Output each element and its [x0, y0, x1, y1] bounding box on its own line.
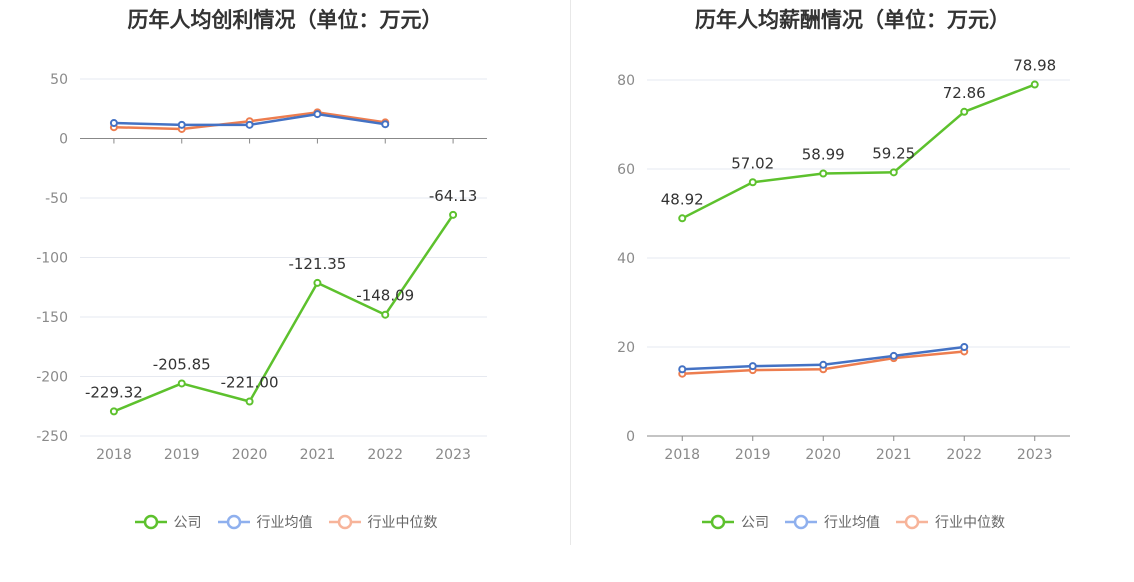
x-tick-label: 2019 — [164, 447, 200, 463]
chart-title: 历年人均创利情况（单位：万元） — [127, 8, 443, 32]
legend-line-circle-icon — [217, 514, 250, 530]
data-label: -64.13 — [429, 187, 477, 205]
y-tick-label: -50 — [45, 191, 68, 207]
y-tick-label: 50 — [50, 72, 68, 88]
panel-divider — [570, 0, 571, 545]
chart-title: 历年人均薪酬情况（单位：万元） — [695, 8, 1010, 32]
y-tick-label: -100 — [36, 251, 68, 267]
y-tick-label: 20 — [617, 340, 635, 356]
data-point-industry_avg — [313, 110, 322, 119]
data-label: 72.86 — [943, 84, 986, 102]
x-tick-label: 2023 — [1017, 447, 1053, 463]
legend-line-circle-icon — [896, 514, 928, 530]
data-point-industry_avg — [889, 351, 898, 360]
data-label: -205.85 — [153, 355, 211, 373]
legend-item-company[interactable]: 公司 — [133, 512, 202, 532]
data-point-company — [960, 107, 969, 116]
y-tick-label: 0 — [626, 429, 635, 445]
x-tick-label: 2019 — [735, 447, 771, 463]
salary-chart: 80 60 40 20 0 2018 2019 2020 2021 2022 2023 48.92 57… — [617, 57, 1070, 463]
legend-item-industry-avg[interactable]: 行业均值 — [783, 512, 880, 532]
y-tick-label: -250 — [36, 429, 68, 445]
series-line-company — [681, 83, 1036, 220]
data-point-company — [889, 168, 898, 177]
salary-chart-panel: 历年人均薪酬情况（单位：万元） 80 60 40 20 0 2018 2019 2020 202… — [571, 0, 1134, 582]
profit-chart-panel: 历年人均创利情况（单位：万元） 50 0 -50 -100 -150 -200 -250 20… — [0, 8, 570, 534]
legend-line-circle-icon — [328, 514, 361, 530]
y-tick-label: 40 — [617, 251, 635, 267]
data-point-company — [109, 407, 118, 416]
legend-line-circle-icon — [702, 514, 734, 530]
data-point-industry_avg — [748, 362, 757, 371]
legend-item-industry-avg[interactable]: 行业均值 — [216, 512, 313, 532]
x-tick-label: 2022 — [946, 447, 982, 463]
legend-item-company[interactable]: 公司 — [700, 512, 769, 532]
legend-label: 行业中位数 — [367, 515, 438, 531]
data-point-industry_avg — [245, 120, 254, 129]
data-label: 48.92 — [661, 190, 704, 208]
data-point-company — [678, 214, 687, 223]
data-point-company — [1030, 80, 1039, 89]
chart-legend: 公司 行业均值 行业中位数 — [571, 510, 1134, 534]
data-point-industry_avg — [109, 119, 118, 128]
y-tick-label: -200 — [36, 370, 68, 386]
x-tick-label: 2023 — [435, 447, 471, 463]
data-label: -148.09 — [356, 287, 414, 305]
legend-label: 行业中位数 — [935, 515, 1005, 531]
legend-line-circle-icon — [785, 514, 817, 530]
x-tick-label: 2020 — [805, 447, 841, 463]
data-label: 59.25 — [872, 144, 915, 162]
data-point-industry_avg — [819, 360, 828, 369]
y-tick-label: 0 — [59, 132, 68, 148]
x-tick-label: 2021 — [876, 447, 912, 463]
data-point-company — [449, 210, 458, 219]
data-label: 58.99 — [802, 145, 845, 163]
x-tick-label: 2021 — [300, 447, 336, 463]
data-label: -229.32 — [85, 383, 143, 401]
data-point-industry_avg — [678, 365, 687, 374]
legend-item-industry-median[interactable]: 行业中位数 — [894, 512, 1005, 532]
data-point-company — [313, 278, 322, 287]
data-point-industry_avg — [177, 120, 186, 129]
legend-label: 公司 — [741, 515, 769, 531]
data-point-company — [177, 379, 186, 388]
legend-label: 行业均值 — [824, 515, 880, 531]
series-line-company — [113, 214, 455, 413]
data-label: 57.02 — [731, 154, 774, 172]
data-point-industry_avg — [381, 120, 390, 129]
x-tick-label: 2022 — [367, 447, 403, 463]
data-label: -121.35 — [288, 255, 346, 273]
x-tick-label: 2020 — [232, 447, 268, 463]
profit-chart: 50 0 -50 -100 -150 -200 -250 2018 2019 2020 2021 20… — [36, 72, 487, 463]
data-point-industry_avg — [960, 343, 969, 351]
data-point-company — [381, 310, 390, 319]
x-tick-label: 2018 — [664, 447, 700, 463]
data-point-company — [245, 397, 254, 406]
data-label: 78.98 — [1013, 57, 1056, 75]
legend-line-circle-icon — [134, 514, 167, 530]
y-tick-label: -150 — [36, 310, 68, 326]
legend-label: 公司 — [173, 515, 202, 531]
x-tick-label: 2018 — [96, 447, 132, 463]
data-point-company — [748, 178, 757, 187]
y-tick-label: 80 — [617, 73, 635, 89]
legend-label: 行业均值 — [256, 515, 313, 531]
data-label: -221.00 — [221, 373, 279, 391]
y-tick-label: 60 — [617, 162, 635, 178]
legend-item-industry-median[interactable]: 行业中位数 — [327, 512, 438, 532]
chart-legend: 公司 行业均值 行业中位数 — [0, 510, 570, 534]
data-point-company — [819, 169, 828, 178]
